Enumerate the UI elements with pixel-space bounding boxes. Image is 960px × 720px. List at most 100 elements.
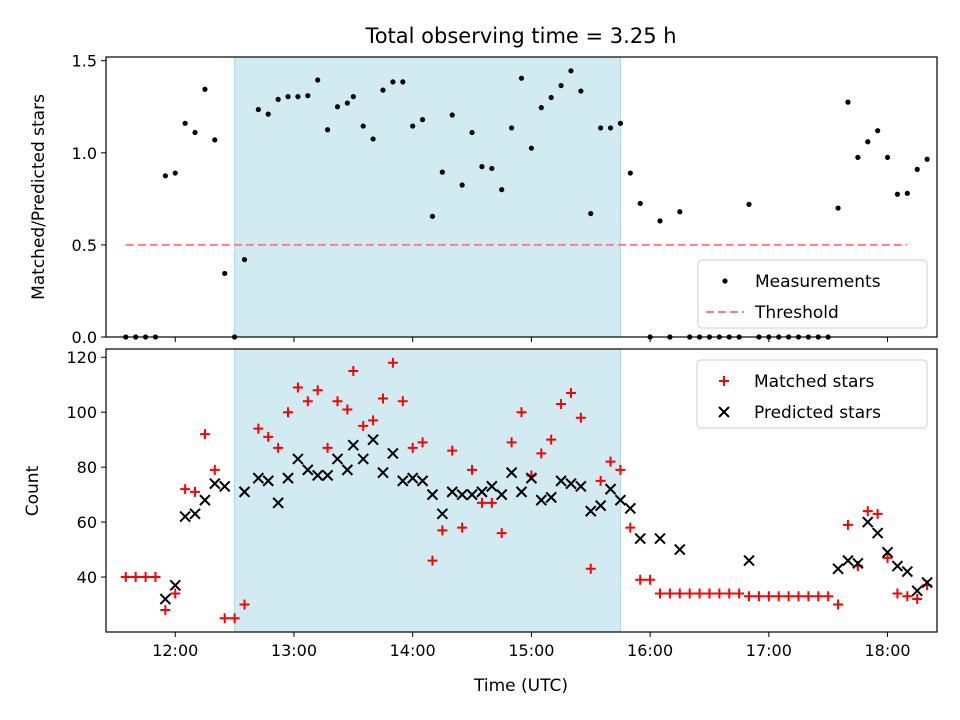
matched-star-point (239, 599, 250, 610)
axes-frame (105, 348, 938, 633)
measurement-point (538, 105, 544, 111)
measurement-point (657, 218, 663, 224)
matched-star-point (180, 484, 191, 495)
measurement-point (746, 201, 752, 207)
matched-star-point (556, 398, 567, 409)
predicted-star-point (219, 480, 231, 493)
matched-star-point (724, 588, 735, 599)
measurement-point (182, 120, 188, 126)
legend-label: Predicted stars (754, 403, 881, 423)
predicted-star-point (496, 488, 508, 501)
predicted-star-point (832, 563, 844, 575)
measurement-point (607, 125, 614, 131)
matched-star-point (664, 588, 675, 599)
matched-star-point (199, 429, 210, 440)
matched-star-point (803, 591, 814, 602)
matched-star-point (273, 442, 284, 453)
measurement-point (509, 125, 515, 131)
matched-star-point (625, 522, 636, 533)
predicted-star-point (406, 472, 419, 484)
x-axis-label: Time (UTC) (473, 676, 568, 696)
legend-marker-measurements (722, 278, 728, 284)
matched-star-point (140, 572, 151, 583)
matched-star-point (283, 407, 294, 418)
measurement-point (578, 88, 584, 94)
matched-star-point (506, 437, 517, 448)
measurement-point (924, 156, 930, 162)
matched-star-point (753, 591, 764, 602)
y-tick-label: 40 (77, 568, 97, 587)
measurement-point (449, 112, 455, 118)
matched-star-point (190, 486, 201, 497)
y-tick-label: 120 (66, 348, 97, 367)
predicted-star-point (476, 486, 488, 498)
predicted-star-point (624, 502, 637, 515)
y-axis-label: Matched/Predicted stars (29, 94, 49, 300)
predicted-star-point (614, 494, 627, 506)
measurement-point (627, 170, 633, 176)
x-tick-label: 17:00 (746, 641, 792, 660)
y-axis-label: Count (23, 465, 43, 516)
matched-star-point (427, 555, 438, 566)
measurement-point (241, 257, 248, 263)
matched-star-point (292, 382, 303, 393)
predicted-star-point (654, 532, 666, 545)
measurement-point (518, 75, 525, 81)
y-tick-label: 0.0 (72, 328, 97, 347)
legend-marker-predicted (718, 406, 730, 418)
x-tick-label: 14:00 (390, 641, 436, 660)
matched-star-point (694, 588, 705, 599)
predicted-star-point (179, 510, 191, 523)
x-tick-label: 12:00 (152, 641, 198, 660)
matched-star-point (882, 552, 893, 563)
predicted-star-point (169, 579, 181, 591)
measurement-point (222, 270, 228, 277)
predicted-star-point (862, 516, 874, 528)
measurement-point (548, 94, 554, 101)
measurement-point (845, 99, 851, 105)
predicted-star-point (272, 497, 284, 509)
matched-star-point (160, 605, 171, 616)
measurement-point (265, 111, 271, 117)
matched-star-point (130, 572, 141, 583)
matched-star-point (872, 508, 883, 519)
matched-star-point (332, 396, 343, 407)
measurement-point (380, 87, 386, 93)
matched-star-point (684, 588, 695, 599)
legend-label: Threshold (754, 303, 839, 323)
measurement-point (255, 106, 261, 113)
predicted-star-point (852, 557, 864, 570)
matched-star-point (120, 572, 131, 583)
predicted-star-point (209, 477, 221, 490)
matched-star-point (457, 522, 468, 533)
matched-star-point (378, 393, 388, 404)
predicted-star-point (387, 447, 399, 460)
measurement-point (172, 170, 178, 176)
matched-star-point (655, 588, 665, 599)
matched-star-point (407, 442, 418, 453)
matched-star-point (813, 591, 824, 602)
predicted-star-point (486, 480, 498, 493)
predicted-star-point (282, 472, 294, 484)
measurement-point (479, 164, 485, 170)
matched-star-point (734, 588, 745, 599)
measurement-point (499, 187, 505, 193)
measurement-point (390, 79, 396, 85)
measurement-point (914, 166, 920, 172)
measurement-point (637, 200, 643, 207)
matched-star-point (605, 456, 616, 467)
matched-star-point (170, 588, 181, 599)
predicted-star-point (565, 477, 577, 490)
matched-star-point (348, 365, 359, 376)
matched-star-point (536, 448, 547, 459)
predicted-star-point (347, 439, 360, 451)
x-tick-label: 15:00 (508, 641, 554, 660)
matched-star-point (773, 591, 784, 602)
predicted-star-point (674, 543, 686, 556)
measurement-point (588, 210, 594, 217)
legend-label: Matched stars (754, 372, 874, 392)
axes-frame (105, 56, 938, 338)
y-tick-label: 0.5 (72, 236, 97, 255)
chart-title: Total observing time = 3.25 h (364, 24, 676, 48)
measurement-point (568, 68, 574, 74)
